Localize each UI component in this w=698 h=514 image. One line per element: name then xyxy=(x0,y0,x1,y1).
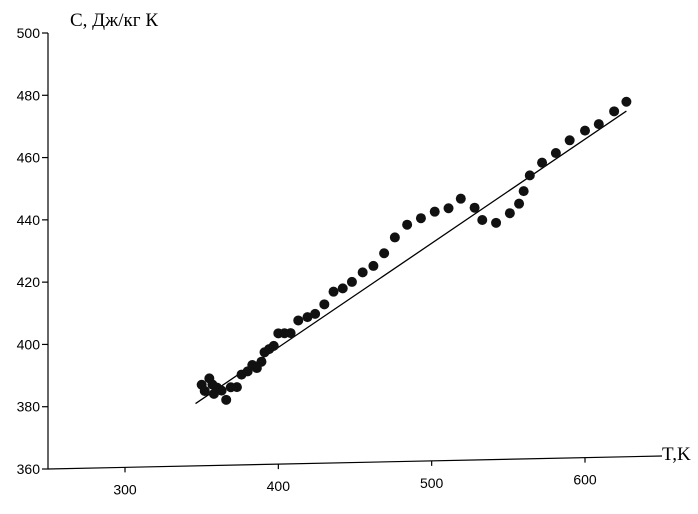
data-point xyxy=(231,382,242,393)
x-axis xyxy=(47,455,663,470)
x-ticks: 300 400 500 600 xyxy=(113,457,597,497)
data-points xyxy=(196,96,632,405)
data-point xyxy=(455,193,466,204)
data-point xyxy=(550,148,561,159)
y-tick-label: 420 xyxy=(17,274,41,290)
x-tick-label: 600 xyxy=(573,472,597,488)
data-point xyxy=(346,276,357,287)
data-point xyxy=(302,312,313,323)
data-point xyxy=(491,217,502,228)
data-point xyxy=(524,170,535,181)
y-tick-label: 360 xyxy=(17,461,41,477)
data-point xyxy=(310,308,321,319)
data-point xyxy=(443,203,454,214)
data-point xyxy=(514,198,525,209)
axes xyxy=(47,33,663,470)
data-point xyxy=(221,394,232,405)
data-point xyxy=(285,328,296,339)
data-point xyxy=(580,125,590,136)
x-tick-label: 400 xyxy=(267,478,291,494)
data-point xyxy=(518,186,529,197)
data-point xyxy=(328,286,339,297)
y-tick-label: 440 xyxy=(17,212,41,228)
data-point xyxy=(504,208,515,219)
data-point xyxy=(609,106,620,117)
x-axis-title: T,K xyxy=(662,444,691,465)
x-tick-label: 300 xyxy=(113,481,137,497)
y-axis-title: C, Дж/кг К xyxy=(70,10,158,31)
y-tick-label: 380 xyxy=(17,399,41,415)
data-point xyxy=(564,135,575,146)
data-point xyxy=(216,385,227,396)
data-point xyxy=(537,157,548,168)
data-point xyxy=(429,206,440,217)
data-point xyxy=(357,267,368,278)
y-tick-label: 460 xyxy=(17,150,41,166)
data-point xyxy=(268,340,279,351)
data-point xyxy=(319,299,330,310)
data-point xyxy=(389,232,400,243)
data-point xyxy=(477,215,488,226)
data-point xyxy=(256,356,267,367)
data-point xyxy=(469,202,480,213)
data-point xyxy=(337,283,348,294)
data-point xyxy=(593,119,604,130)
data-point xyxy=(368,260,379,271)
x-tick-label: 500 xyxy=(420,475,444,491)
data-point xyxy=(379,248,390,259)
data-point xyxy=(621,96,632,107)
data-point xyxy=(415,213,426,224)
y-ticks: 360 380 400 420 440 460 480 500 xyxy=(17,25,48,477)
data-point xyxy=(402,219,413,230)
y-tick-label: 500 xyxy=(17,25,41,41)
data-point xyxy=(199,385,210,396)
data-point xyxy=(293,315,304,326)
y-tick-label: 480 xyxy=(17,87,41,103)
y-tick-label: 400 xyxy=(17,336,41,352)
